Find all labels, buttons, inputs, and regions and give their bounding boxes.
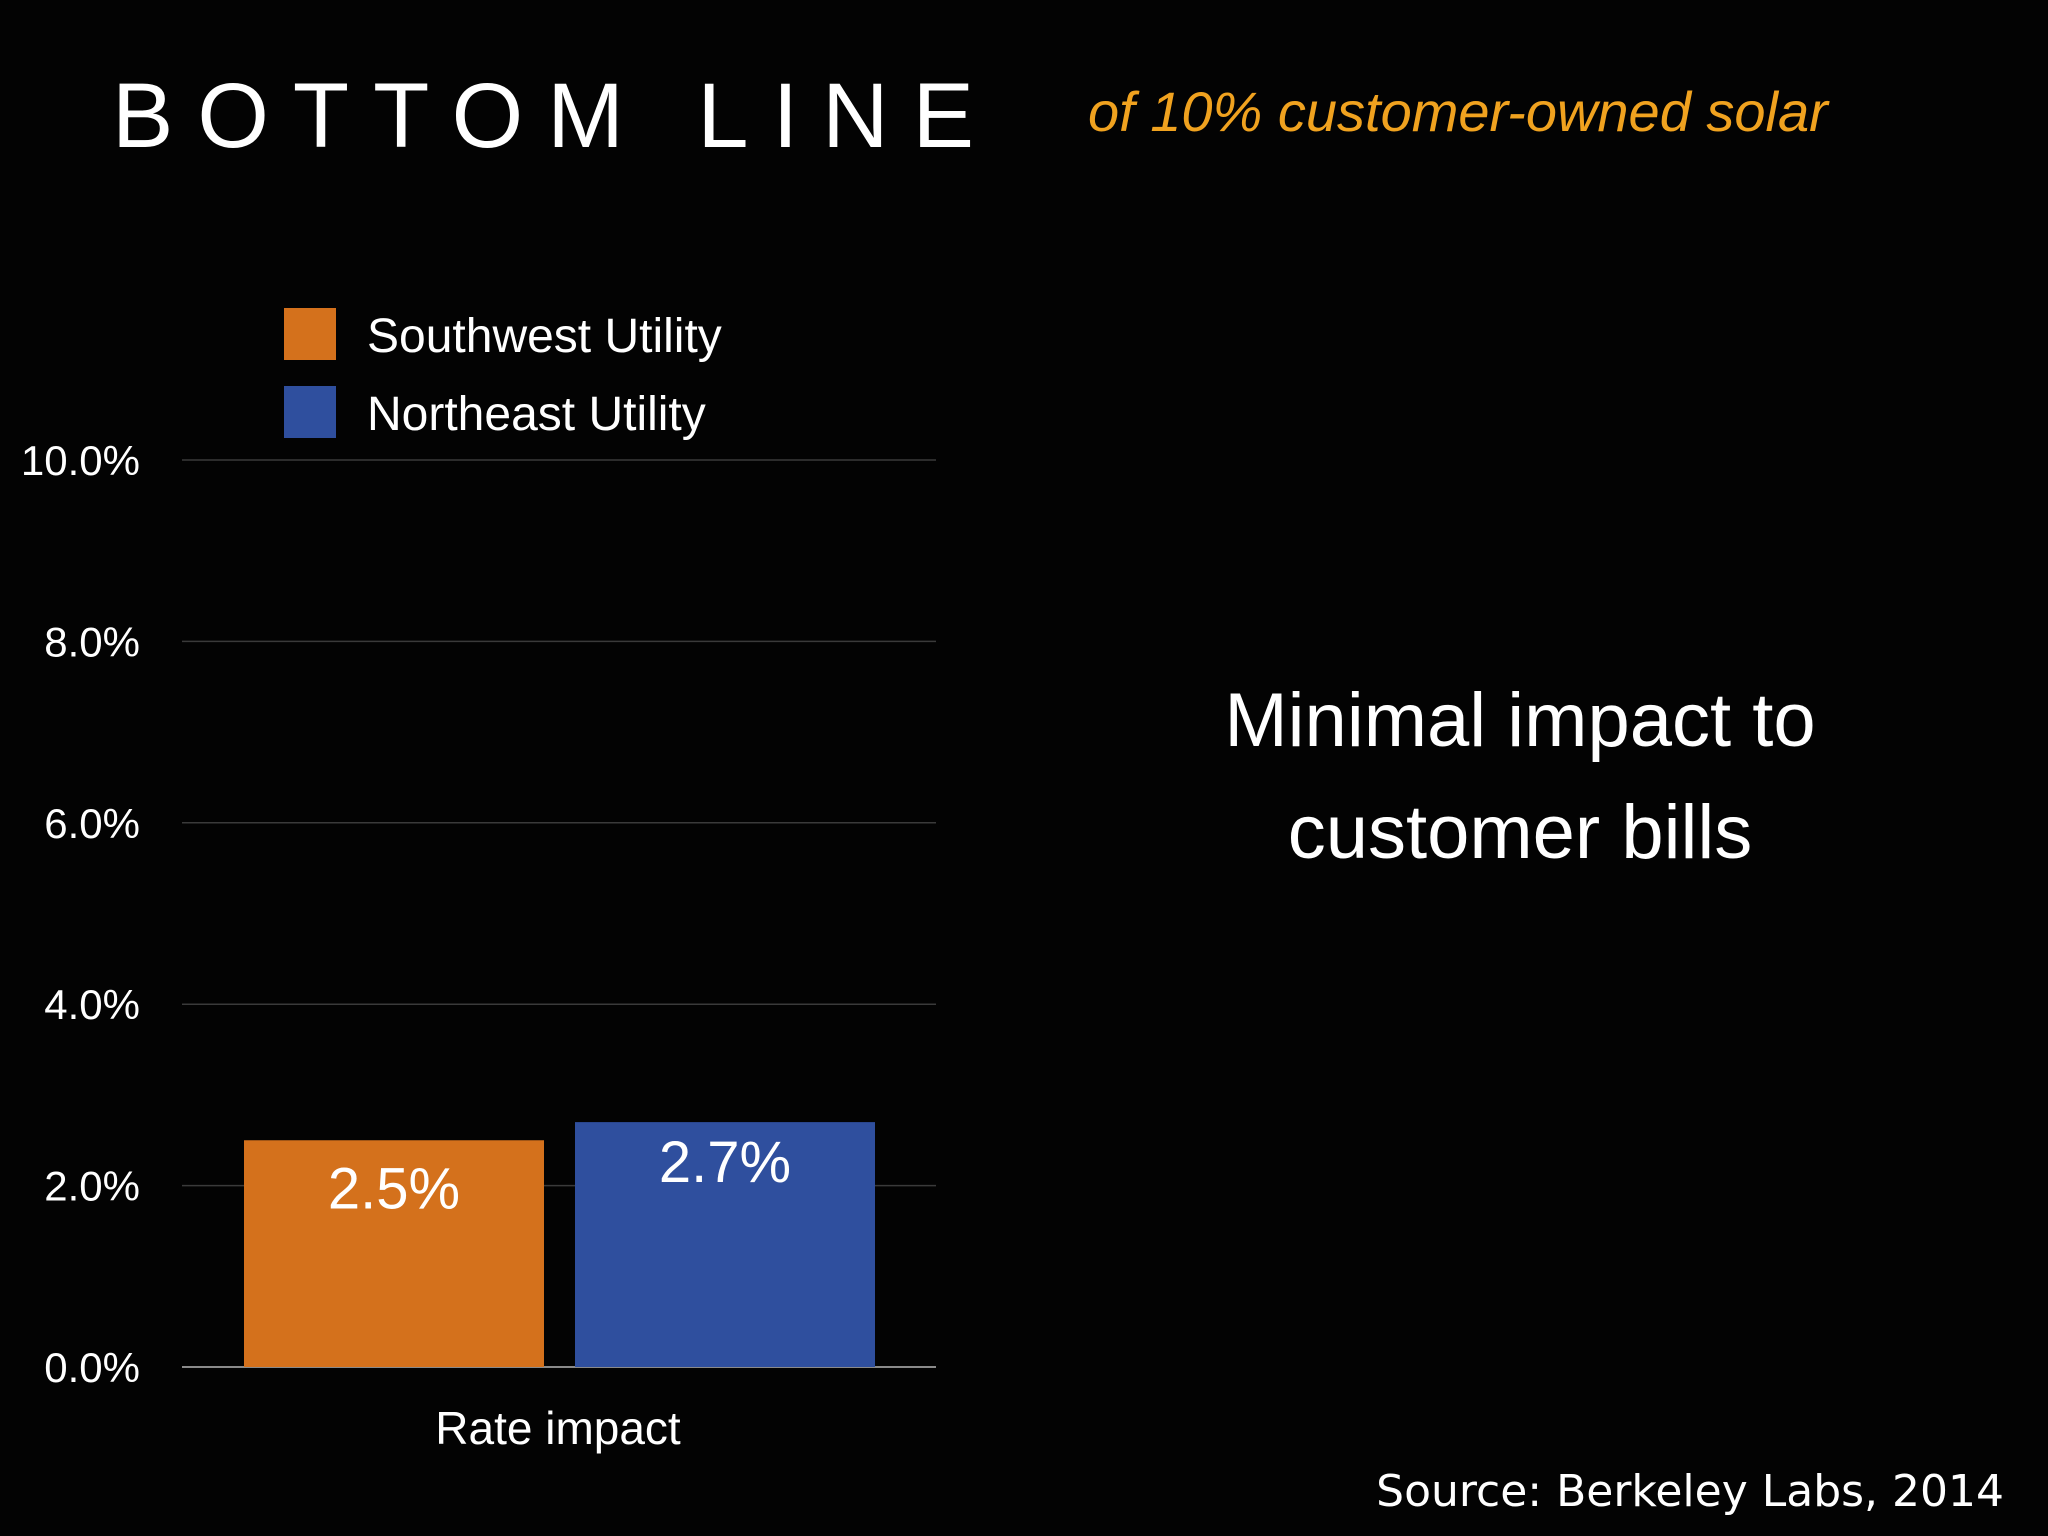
rate-impact-bar-chart: 0.0% 2.0% 4.0% 6.0% 8.0% 10.0% 2.5% 2.7% South… bbox=[21, 308, 936, 1454]
legend-swatch bbox=[284, 386, 336, 438]
bar-southwest-utility bbox=[244, 1140, 544, 1367]
y-tick-label: 0.0% bbox=[44, 1344, 140, 1391]
y-tick-label: 10.0% bbox=[21, 437, 140, 484]
x-category-label: Rate impact bbox=[435, 1402, 681, 1454]
y-tick-label: 4.0% bbox=[44, 981, 140, 1028]
y-tick-label: 8.0% bbox=[44, 618, 140, 665]
key-message-line-2: customer bills bbox=[1287, 790, 1753, 875]
legend-label: Northeast Utility bbox=[367, 388, 706, 441]
bar-value-label: 2.5% bbox=[328, 1156, 460, 1221]
legend-swatch bbox=[284, 308, 336, 360]
bar-value-label: 2.7% bbox=[659, 1130, 791, 1195]
key-message: Minimal impact to customer bills bbox=[1120, 665, 1920, 889]
slide-title: BOTTOM LINE bbox=[112, 65, 998, 167]
legend-label: Southwest Utility bbox=[367, 310, 722, 363]
bar-value-labels: 2.5% 2.7% bbox=[328, 1130, 791, 1221]
bar-northeast-utility bbox=[575, 1122, 875, 1367]
x-axis-category-labels: Rate impact bbox=[435, 1402, 681, 1454]
slide-subtitle: of 10% customer-owned solar bbox=[1088, 80, 1828, 143]
y-axis-tick-labels: 0.0% 2.0% 4.0% 6.0% 8.0% 10.0% bbox=[21, 437, 140, 1391]
legend: Southwest Utility Northeast Utility bbox=[284, 308, 722, 441]
key-message-line-1: Minimal impact to bbox=[1224, 678, 1816, 763]
y-tick-label: 6.0% bbox=[44, 800, 140, 847]
source-citation: Source: Berkeley Labs, 2014 bbox=[1376, 1466, 2004, 1517]
y-tick-label: 2.0% bbox=[44, 1163, 140, 1210]
bars bbox=[244, 1122, 875, 1367]
